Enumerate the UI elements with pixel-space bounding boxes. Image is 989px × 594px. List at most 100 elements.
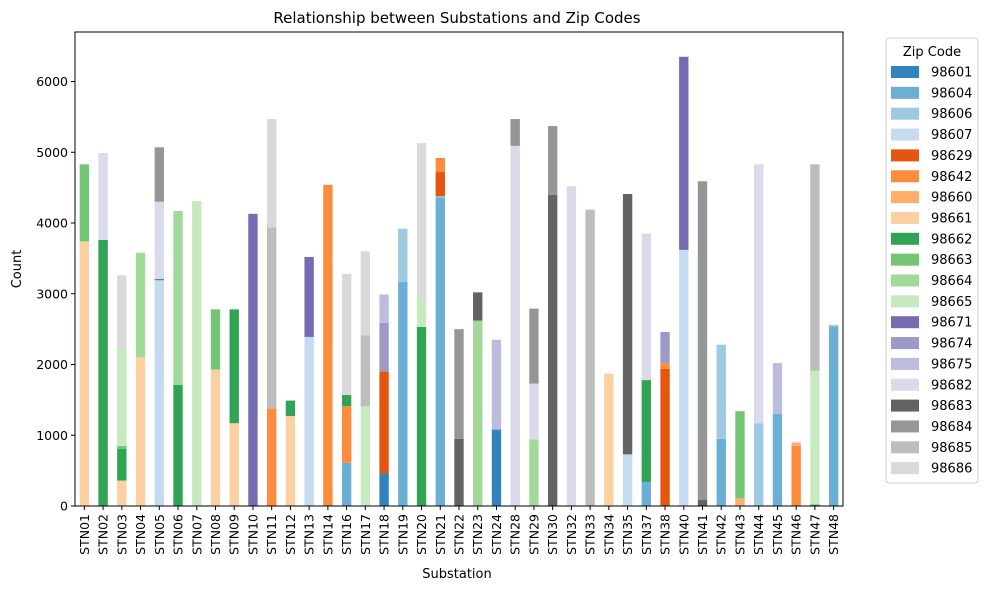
bar-segment-STN14-98642 bbox=[323, 184, 333, 506]
bar-segment-STN24-98601 bbox=[491, 429, 502, 506]
legend-label-98664: 98664 bbox=[931, 274, 972, 289]
bar-segment-STN09-98661 bbox=[229, 423, 239, 506]
bar-segment-STN34-98661 bbox=[604, 373, 614, 506]
bar-segment-STN40-98671 bbox=[679, 56, 689, 250]
bar-segment-STN03-98686 bbox=[117, 275, 127, 349]
bar-segment-STN13-98671 bbox=[304, 256, 314, 337]
legend-label-98674: 98674 bbox=[931, 337, 972, 352]
bar-segment-STN21-98606 bbox=[435, 196, 445, 198]
bar-segment-STN08-98663 bbox=[210, 309, 221, 370]
legend-label-98660: 98660 bbox=[931, 191, 972, 206]
x-tick-label: STN16 bbox=[339, 514, 354, 555]
bar-segment-STN13-98607 bbox=[304, 336, 314, 506]
bar-segment-STN23-98664 bbox=[473, 320, 483, 506]
legend-swatch-98606 bbox=[891, 107, 919, 120]
bar-segment-STN35-98607 bbox=[622, 454, 633, 506]
bar-segment-STN46-98642 bbox=[791, 445, 801, 506]
bar-segment-STN21-98604 bbox=[435, 197, 445, 507]
legend-label-98604: 98604 bbox=[931, 86, 972, 101]
bar-segment-STN42-98604 bbox=[716, 438, 726, 506]
bar-segment-STN29-98664 bbox=[529, 439, 539, 506]
bar-segment-STN33-98685 bbox=[585, 209, 595, 506]
bar-segment-STN03-98663 bbox=[117, 445, 127, 449]
x-tick-label: STN37 bbox=[639, 514, 654, 555]
bar-segment-STN20-98665 bbox=[416, 297, 427, 328]
legend-swatch-98601 bbox=[891, 66, 919, 78]
x-tick-label: STN32 bbox=[564, 514, 579, 555]
y-axis: 0 1000 2000 3000 4000 5000 6000 bbox=[36, 74, 75, 514]
legend-swatch-98684 bbox=[891, 420, 919, 433]
x-tick-label: STN05 bbox=[152, 514, 167, 555]
legend-label-98607: 98607 bbox=[931, 128, 972, 143]
legend-label-98606: 98606 bbox=[931, 107, 972, 122]
y-tick-label: 2000 bbox=[36, 357, 68, 372]
legend-label-98661: 98661 bbox=[931, 211, 972, 226]
bar-segment-STN47-98665 bbox=[810, 370, 820, 505]
bar-segment-STN19-98604 bbox=[398, 281, 408, 506]
bar-segment-STN47-98685 bbox=[810, 164, 820, 371]
bar-segment-STN11-98685 bbox=[267, 227, 277, 409]
bar-segment-STN06-98664 bbox=[173, 210, 183, 386]
legend-swatch-98664 bbox=[891, 274, 919, 287]
x-tick-label: STN45 bbox=[770, 514, 785, 555]
legend-swatch-98629 bbox=[891, 149, 919, 162]
chart-title: Relationship between Substations and Zip… bbox=[273, 9, 640, 27]
bar-segment-STN21-98629 bbox=[435, 172, 445, 197]
legend-swatch-98660 bbox=[891, 191, 919, 204]
x-tick-label: STN07 bbox=[189, 514, 204, 555]
bar-segment-STN18-98675 bbox=[379, 294, 389, 323]
bar-segment-STN17-98686 bbox=[360, 251, 371, 336]
legend-swatch-98683 bbox=[891, 399, 919, 412]
x-tick-label: STN21 bbox=[433, 514, 448, 555]
x-tick-label: STN46 bbox=[789, 514, 804, 555]
bar-segment-STN43-98663 bbox=[735, 411, 745, 499]
bar-segment-STN41-98683 bbox=[697, 499, 708, 506]
legend-label-98601: 98601 bbox=[931, 66, 972, 81]
x-tick-label: STN04 bbox=[133, 514, 148, 555]
x-tick-label: STN03 bbox=[114, 514, 129, 555]
bar-segment-STN38-98674 bbox=[660, 331, 670, 364]
x-tick-label: STN28 bbox=[508, 514, 523, 555]
y-axis-label: Count bbox=[10, 250, 25, 289]
legend-label-98686: 98686 bbox=[931, 462, 972, 477]
bar-segment-STN40-98607 bbox=[679, 249, 689, 506]
bar-segment-STN05-98662 bbox=[154, 278, 164, 281]
bar-segment-STN18-98674 bbox=[379, 322, 389, 372]
x-tick-label: STN35 bbox=[620, 514, 635, 555]
x-tick-label: STN23 bbox=[470, 514, 485, 555]
bar-segment-STN17-98685 bbox=[360, 335, 371, 407]
x-tick-label: STN11 bbox=[264, 514, 279, 555]
bar-segment-STN03-98665 bbox=[117, 348, 127, 446]
x-tick-label: STN17 bbox=[358, 514, 373, 555]
bar-segment-STN37-98604 bbox=[641, 481, 651, 506]
bar-segment-STN05-98684 bbox=[154, 147, 164, 202]
x-tick-label: STN41 bbox=[695, 514, 710, 555]
legend-swatch-98682 bbox=[891, 378, 919, 391]
legend-swatch-98663 bbox=[891, 253, 919, 266]
bar-segment-STN43-98660 bbox=[735, 498, 745, 506]
bar-segment-STN41-98684 bbox=[697, 181, 708, 500]
legend-label-98683: 98683 bbox=[931, 399, 972, 414]
bar-segment-STN42-98606 bbox=[716, 344, 726, 439]
y-tick-label: 1000 bbox=[36, 428, 68, 443]
bar-segment-STN32-98682 bbox=[566, 186, 577, 507]
x-tick-label: STN13 bbox=[302, 514, 317, 555]
x-tick-label: STN24 bbox=[489, 514, 504, 555]
legend-swatch-98671 bbox=[891, 316, 919, 329]
bar-segment-STN46-98682 bbox=[791, 441, 801, 444]
x-tick-label: STN40 bbox=[676, 514, 691, 555]
y-tick-label: 0 bbox=[60, 499, 68, 514]
x-tick-label: STN22 bbox=[452, 514, 467, 555]
x-tick-label: STN43 bbox=[732, 514, 747, 555]
bar-segment-STN28-98682 bbox=[510, 145, 520, 506]
bar-segment-STN09-98662 bbox=[229, 309, 239, 424]
bar-segment-STN01-98663 bbox=[79, 164, 90, 242]
bar-segment-STN30-98683 bbox=[547, 194, 558, 506]
y-tick-label: 6000 bbox=[36, 74, 68, 89]
bar-segment-STN12-98661 bbox=[285, 416, 296, 506]
legend-label-98665: 98665 bbox=[931, 295, 972, 310]
x-tick-label: STN18 bbox=[377, 514, 392, 555]
x-tick-label: STN48 bbox=[826, 514, 841, 555]
bar-segment-STN29-98682 bbox=[529, 383, 539, 440]
bar-segment-STN17-98665 bbox=[360, 406, 371, 506]
